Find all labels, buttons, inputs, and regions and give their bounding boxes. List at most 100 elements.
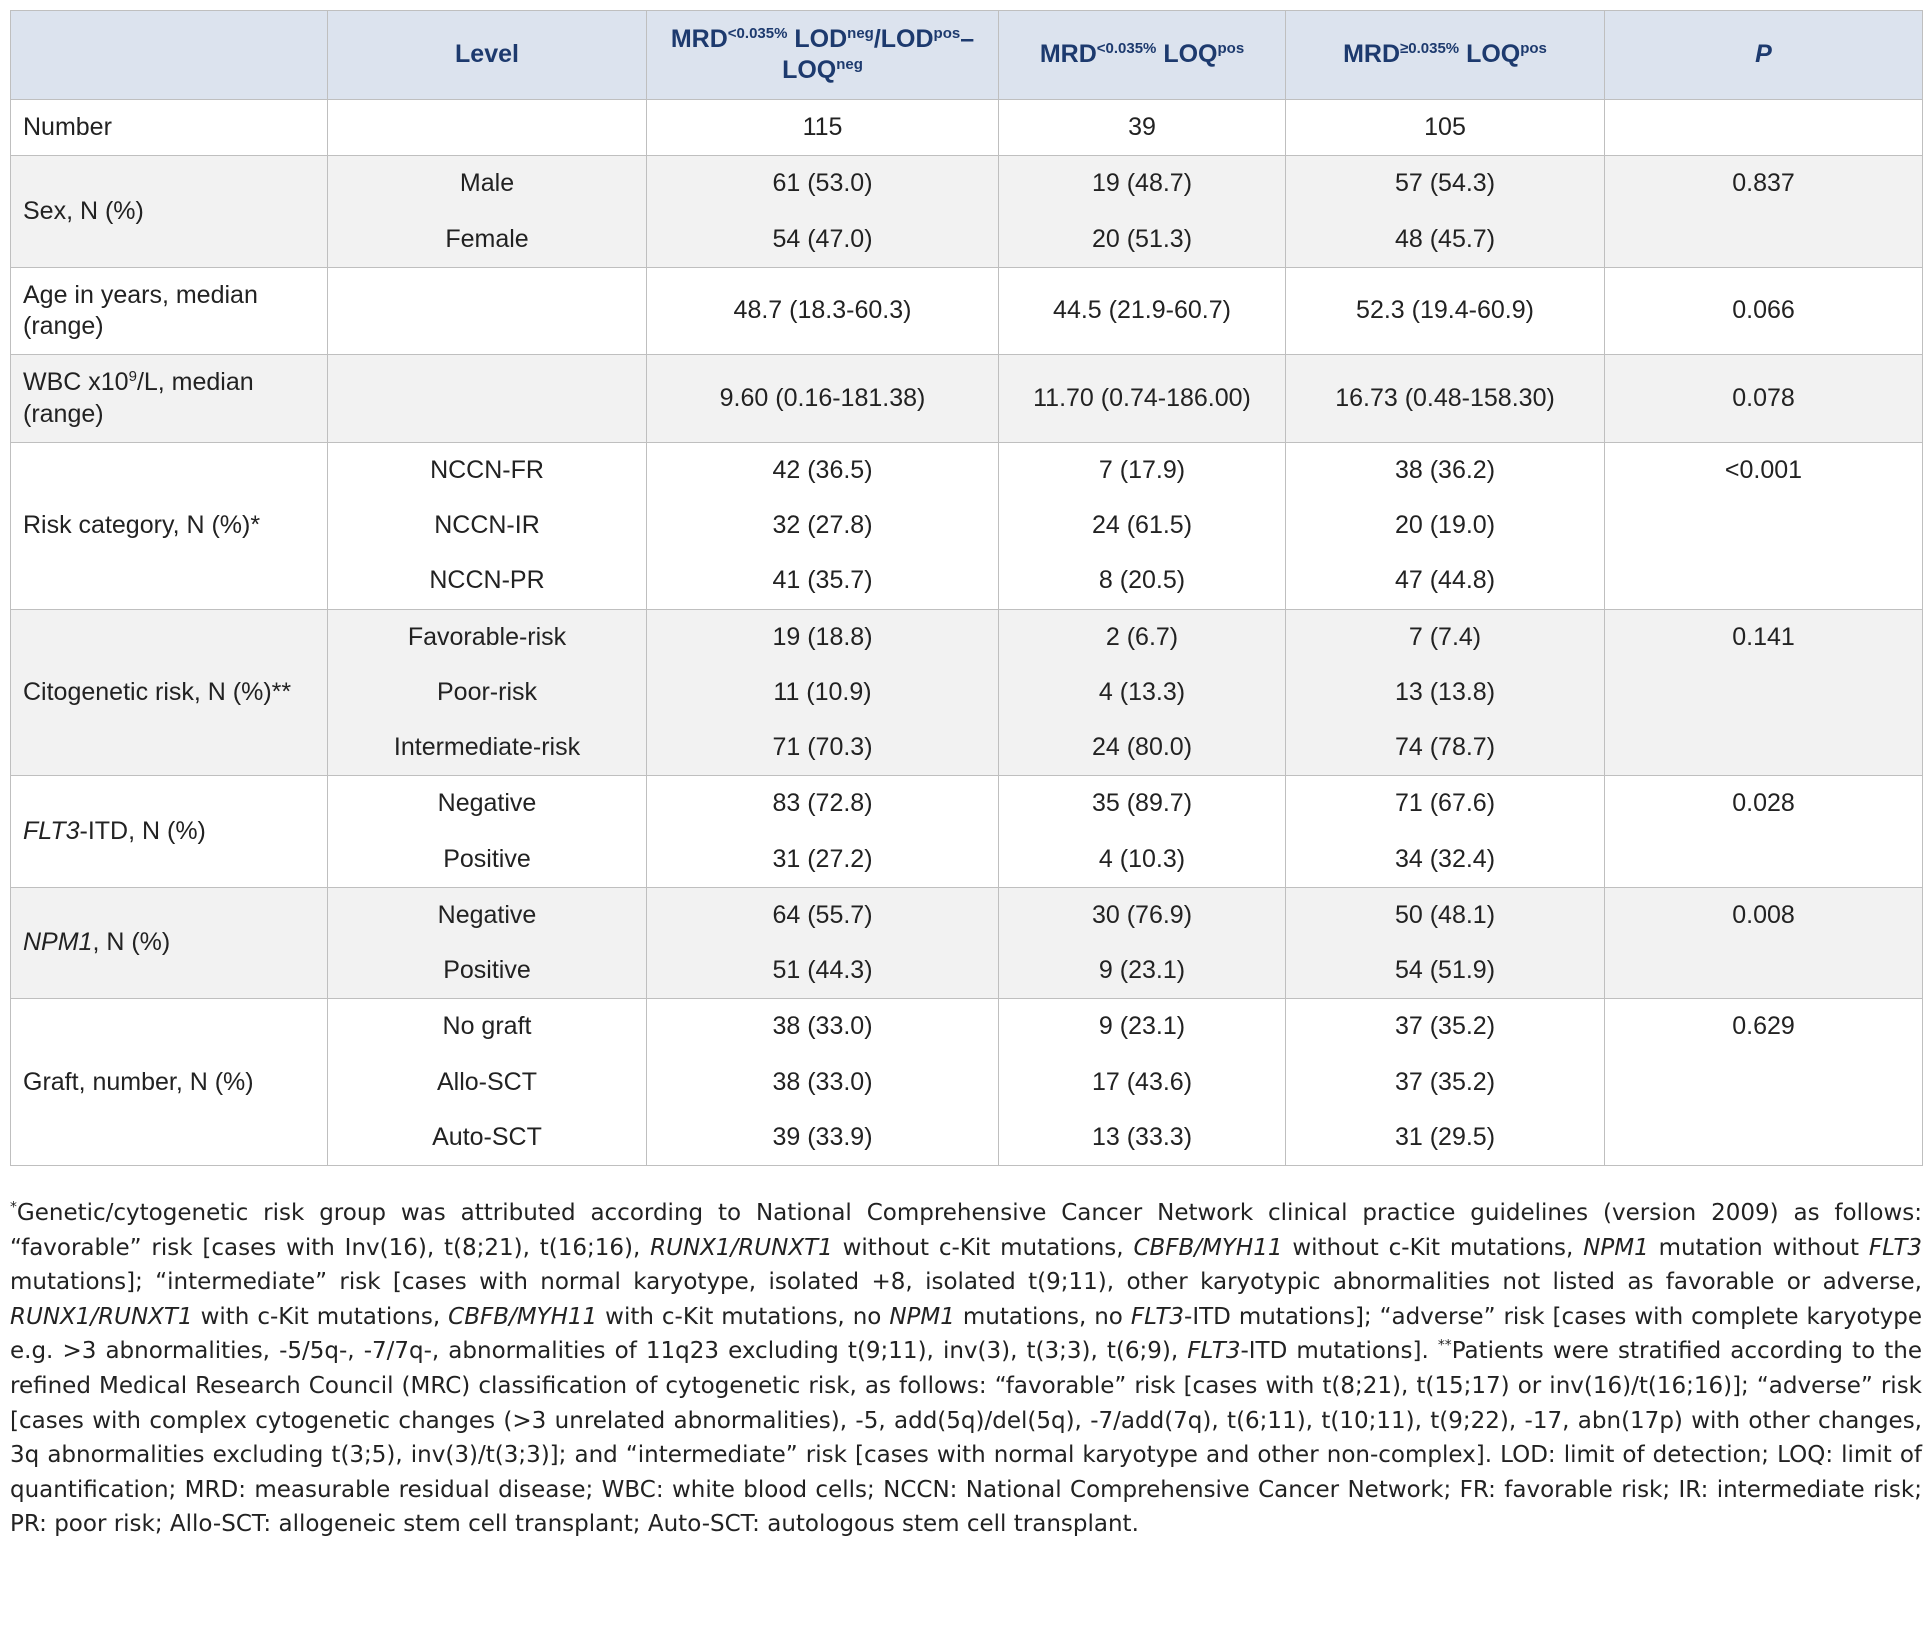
level-cell: Positive: [327, 943, 647, 999]
text: 7 (17.9): [1098, 455, 1186, 484]
header-cell: [10, 10, 328, 100]
row-label: Number: [10, 99, 328, 156]
text: 7 (7.4): [1408, 622, 1482, 651]
text: mutations]; “intermediate” risk [cases w…: [10, 1269, 1922, 1296]
text: 19 (18.8): [772, 622, 873, 651]
header-cell: P: [1604, 10, 1923, 100]
row-group: NPM1, N (%) Negative 64 (55.7) 30 (76.9) 50 …: [10, 887, 1923, 999]
value-cell: 8 (20.5): [998, 553, 1286, 609]
level-cell: No graft: [327, 998, 647, 1055]
level-cell: Negative: [327, 775, 647, 832]
p-cell: 0.066: [1604, 267, 1923, 355]
text: 51 (44.3): [772, 956, 873, 984]
value-cell: 38 (36.2): [1285, 442, 1605, 498]
table: Level MRD<0.035% LODneg/LODpos–LOQneg MRD<…: [10, 10, 1923, 1166]
value-cell: 39: [998, 99, 1286, 156]
text: 39 (33.9): [772, 1122, 873, 1151]
table-row: FLT3-ITD, N (%) Negative 83 (72.8) 35 (89.7…: [10, 775, 1923, 888]
value-cell: 48 (45.7): [1285, 211, 1605, 268]
text: Level: [455, 40, 519, 69]
text: MRD: [1039, 40, 1097, 69]
table-row: NCCN-IR 32 (27.8) 24 (61.5) 20 (19.0): [11, 498, 1923, 554]
value-cell: 51 (44.3): [646, 943, 999, 999]
text: 41 (35.7): [772, 566, 873, 595]
table-wrap: Level MRD<0.035% LODneg/LODpos–LOQneg MRD<…: [10, 10, 1923, 1166]
header-cell: MRD<0.035% LODneg/LODpos–LOQneg: [646, 10, 999, 100]
table-row: Auto-SCT 39 (33.9) 13 (33.3) 31 (29.5): [11, 1109, 1923, 1166]
text: 30 (76.9): [1091, 900, 1193, 929]
text: Favorable-risk: [407, 622, 567, 651]
value-cell: 35 (89.7): [998, 775, 1286, 832]
superscript: neg: [847, 24, 874, 42]
text: LOQ: [1459, 40, 1521, 69]
text: Genetic/cytogenetic risk group was attri…: [10, 1200, 1922, 1261]
text: 11 (10.9): [773, 677, 872, 706]
italic-text: NPM1: [889, 1303, 955, 1330]
value-cell: 32 (27.8): [646, 498, 999, 554]
value-cell: 48.7 (18.3-60.3): [646, 267, 999, 355]
value-cell: 31 (29.5): [1285, 1109, 1605, 1166]
text: –LOQ: [782, 24, 975, 84]
text: 2 (6.7): [1105, 622, 1179, 651]
level-cell: NCCN-IR: [327, 498, 647, 554]
text: -ITD mutations].: [1240, 1338, 1438, 1365]
value-cell: 4 (10.3): [998, 831, 1286, 888]
p-cell: 0.141: [1604, 609, 1923, 665]
text: 105: [1424, 113, 1466, 141]
text: MRD: [670, 24, 728, 53]
text: 61 (53.0): [772, 169, 873, 198]
value-cell: 4 (13.3): [998, 664, 1286, 720]
superscript: 9: [128, 368, 137, 386]
table-row: Allo-SCT 38 (33.0) 17 (43.6) 37 (35.2): [11, 1054, 1923, 1110]
text: 24 (80.0): [1091, 733, 1193, 761]
level-cell: [327, 354, 647, 443]
level-cell: Female: [327, 211, 647, 268]
level-cell: Favorable-risk: [327, 609, 647, 665]
p-cell: [1604, 831, 1923, 888]
text: 9 (23.1): [1098, 1012, 1186, 1041]
p-cell: 0.837: [1604, 155, 1923, 212]
row-group: Citogenetic risk, N (%)** Favorable-risk 1…: [10, 609, 1923, 776]
text: LOQ: [1156, 40, 1218, 69]
value-cell: 20 (19.0): [1285, 498, 1605, 554]
table-row: Graft, number, N (%) No graft 38 (33.0) 9 (…: [10, 998, 1923, 1166]
level-cell: Auto-SCT: [327, 1109, 647, 1166]
level-cell: NCCN-FR: [327, 442, 647, 498]
italic-text: NPM1: [23, 928, 93, 957]
text: 9.60 (0.16-181.38): [719, 383, 926, 412]
text: 38 (33.0): [772, 1067, 873, 1096]
p-cell: <0.001: [1604, 442, 1923, 498]
value-cell: 9.60 (0.16-181.38): [646, 354, 999, 443]
value-cell: 105: [1285, 99, 1605, 156]
table-row: Age in years, median (range) 48.7 (18.3-6…: [10, 267, 1923, 355]
value-cell: 2 (6.7): [998, 609, 1286, 665]
text: 20 (19.0): [1394, 511, 1496, 539]
value-cell: 57 (54.3): [1285, 155, 1605, 212]
row-label: FLT3-ITD, N (%): [10, 775, 328, 888]
p-cell: [1604, 720, 1923, 776]
level-cell: Positive: [327, 831, 647, 888]
row-group: Graft, number, N (%) No graft 38 (33.0) 9 (…: [10, 998, 1923, 1166]
value-cell: 11.70 (0.74-186.00): [998, 354, 1286, 443]
superscript: pos: [1520, 40, 1547, 58]
row-label: Age in years, median (range): [10, 267, 328, 355]
value-cell: 19 (18.8): [646, 609, 999, 665]
text: 64 (55.7): [772, 900, 873, 929]
italic-text: FLT3: [1130, 1303, 1185, 1330]
value-cell: 44.5 (21.9-60.7): [998, 267, 1286, 355]
header-cell: MRD≥0.035% LOQpos: [1285, 10, 1605, 100]
text: 4 (10.3): [1098, 844, 1186, 873]
value-cell: 54 (47.0): [646, 211, 999, 268]
text: 4 (13.3): [1098, 677, 1186, 706]
p-cell: [1604, 1109, 1923, 1166]
superscript: <0.035%: [1096, 40, 1157, 58]
table-row: Citogenetic risk, N (%)** Favorable-risk 1…: [10, 609, 1923, 776]
row-group: Age in years, median (range) 48.7 (18.3-6…: [10, 267, 1923, 355]
text: with c-Kit mutations, no: [597, 1303, 890, 1330]
text: , N (%): [92, 928, 171, 957]
text: 13 (33.3): [1091, 1122, 1193, 1151]
value-cell: 54 (51.9): [1285, 943, 1605, 999]
row-group: Sex, N (%) Male 61 (53.0) 19 (48.7) 57 (54.3…: [10, 155, 1923, 268]
text: Negative: [437, 900, 537, 929]
text: 54 (47.0): [772, 224, 873, 253]
